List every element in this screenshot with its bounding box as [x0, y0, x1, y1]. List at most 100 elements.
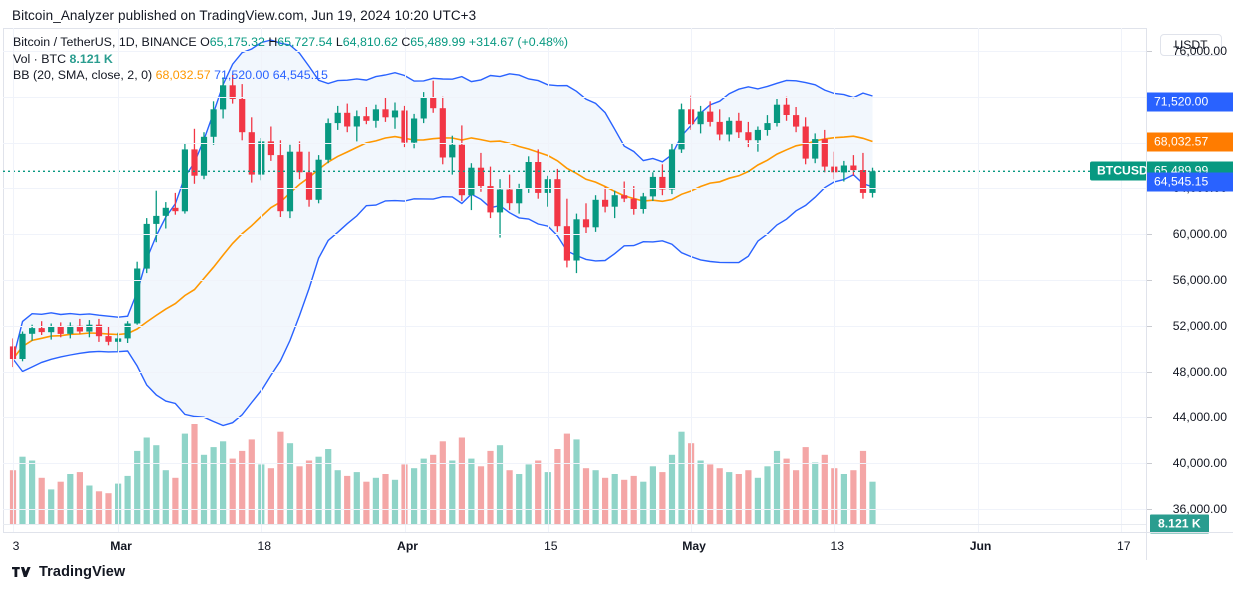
- volume-bar: [649, 466, 656, 524]
- attribution-text: Bitcoin_Analyzer published on TradingVie…: [12, 8, 477, 23]
- volume-bar: [496, 445, 504, 524]
- candle-body: [516, 188, 523, 204]
- candle-body: [363, 116, 370, 121]
- candle-body: [430, 97, 437, 109]
- volume-bar: [38, 477, 45, 524]
- currency-selector[interactable]: USDT: [1160, 34, 1222, 56]
- chart-plot-area[interactable]: [3, 28, 1146, 532]
- volume-bar: [554, 449, 561, 524]
- price-tick-label: 52,000.00: [1172, 318, 1227, 333]
- time-gridline: [261, 28, 263, 532]
- price-tick-mark: [1147, 509, 1152, 511]
- price-tick-mark: [1147, 325, 1152, 327]
- candle-body: [38, 328, 45, 333]
- time-gridline: [977, 28, 979, 532]
- volume-bar: [659, 472, 666, 524]
- candle-body: [869, 171, 876, 193]
- tradingview-brand-text: TradingView: [39, 564, 126, 580]
- price-gridline: [3, 96, 1146, 98]
- volume-bar: [840, 474, 847, 524]
- volume-bar: [621, 479, 628, 524]
- candle-body: [344, 112, 351, 127]
- volume-bar: [372, 477, 379, 524]
- candle-body: [57, 327, 64, 334]
- time-tick-label: 3: [12, 539, 20, 553]
- volume-bar: [162, 470, 169, 524]
- price-gridline: [3, 325, 1146, 327]
- candle-body: [611, 195, 618, 207]
- volume-bar: [678, 431, 685, 524]
- volume-bar: [458, 437, 465, 524]
- candle-body: [582, 219, 590, 228]
- time-gridline: [547, 28, 549, 532]
- candle-body: [850, 165, 857, 171]
- volume-bar: [439, 441, 446, 524]
- time-axis[interactable]: 3Mar18Apr15May13Jun17Jul1529: [3, 532, 1233, 560]
- candle-body: [840, 165, 847, 173]
- price-gridline: [3, 509, 1146, 511]
- candle-body: [210, 109, 217, 137]
- volume-bar: [783, 458, 790, 524]
- volume-bar: [344, 475, 351, 524]
- candle-body: [678, 109, 685, 150]
- candle-body: [449, 144, 456, 158]
- volume-bar: [430, 454, 437, 524]
- volume-bar: [859, 450, 867, 524]
- volume-baseline: [3, 524, 1146, 525]
- price-gridline: [3, 371, 1146, 373]
- volume-bar: [812, 462, 819, 524]
- volume-bar: [726, 472, 733, 524]
- volume-bar: [592, 470, 599, 524]
- candle-body: [745, 132, 752, 141]
- volume-bar: [582, 468, 590, 524]
- time-tick-label: Mar: [110, 539, 132, 553]
- bb-upper-price-badge: 71,520.00: [1147, 92, 1233, 112]
- candle-body: [105, 336, 112, 342]
- ticker-tag[interactable]: BTCUSDT: [1090, 161, 1163, 181]
- time-gridline: [13, 28, 14, 532]
- price-tick-label: 56,000.00: [1172, 273, 1227, 287]
- volume-bar: [668, 454, 676, 524]
- volume-bar: [277, 431, 284, 524]
- volume-bar: [267, 468, 274, 524]
- candle-body: [48, 327, 55, 333]
- volume-bar: [353, 472, 360, 524]
- candle-body: [783, 104, 790, 115]
- volume-bar: [229, 458, 236, 524]
- time-gridline: [834, 28, 836, 532]
- time-tick-label: May: [682, 539, 706, 553]
- price-tick-label: 48,000.00: [1172, 364, 1227, 379]
- volume-bar: [793, 470, 800, 524]
- volume-bar: [305, 460, 313, 524]
- price-tick-label: 40,000.00: [1172, 456, 1227, 471]
- volume-bar: [773, 450, 781, 524]
- volume-bar: [869, 481, 876, 524]
- price-axis[interactable]: USDT 76,000.0072,000.0068,000.0064,000.0…: [1146, 28, 1233, 534]
- candle-body: [649, 176, 656, 197]
- price-tick-mark: [1147, 50, 1152, 52]
- volume-bar: [611, 474, 618, 524]
- candle-body: [277, 155, 284, 212]
- bb-lower-price-badge: 64,545.15: [1147, 172, 1233, 192]
- candle-body: [496, 189, 504, 213]
- bollinger-lower-line: [12, 173, 873, 427]
- volume-bar: [191, 424, 198, 524]
- candle-body: [754, 129, 761, 141]
- candle-body: [86, 324, 93, 332]
- candle-body: [821, 139, 828, 167]
- time-gridline: [404, 28, 406, 532]
- price-tick-mark: [1147, 234, 1152, 236]
- candle-body: [659, 176, 666, 190]
- volume-bar: [334, 470, 341, 524]
- price-gridline: [3, 234, 1146, 236]
- volume-bar: [86, 485, 93, 524]
- candle-body: [200, 136, 208, 176]
- price-gridline: [3, 417, 1146, 419]
- volume-bar: [172, 477, 179, 524]
- candle-body: [334, 112, 341, 124]
- time-tick-label: 15: [544, 539, 558, 553]
- candle-body: [554, 179, 561, 227]
- volume-bar: [630, 475, 637, 524]
- volume-bar: [67, 474, 74, 524]
